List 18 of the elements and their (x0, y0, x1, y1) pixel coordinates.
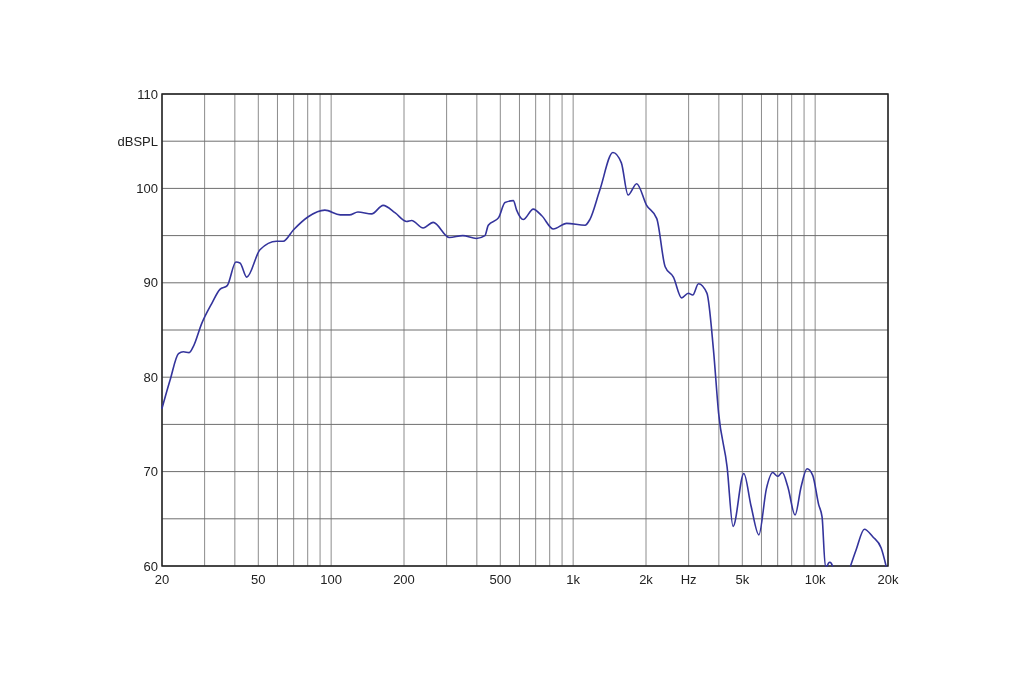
x-tick-label: 200 (393, 572, 415, 587)
x-tick-label: 5k (735, 572, 750, 587)
x-tick-label: 50 (251, 572, 266, 587)
x-tick-label: 1k (566, 572, 581, 587)
x-tick-label: 20 (154, 572, 170, 587)
y-tick-label: 100 (136, 180, 158, 196)
x-tick-label: Hz (680, 572, 697, 587)
y-tick-label: 80 (143, 369, 158, 385)
y-tick-label: 70 (143, 464, 158, 480)
y-tick-label: 110 (137, 86, 158, 102)
x-tick-label: 10k (804, 572, 827, 587)
y-tick-label: dBSPL (117, 133, 158, 149)
x-tick-label: 2k (639, 572, 654, 587)
x-tick-label: 20k (877, 572, 899, 587)
x-tick-label: 100 (320, 572, 342, 587)
y-tick-label: 90 (143, 275, 158, 291)
y-tick-label: 60 (143, 558, 158, 574)
x-tick-label: 500 (489, 572, 512, 587)
